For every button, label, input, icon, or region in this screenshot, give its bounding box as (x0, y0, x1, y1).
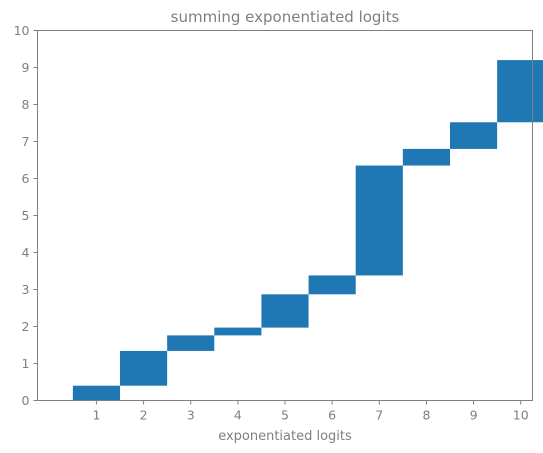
plot-frame (37, 30, 533, 401)
y-tick-label-6: 6 (22, 171, 30, 186)
bar-5 (261, 294, 309, 328)
bar-7 (355, 165, 403, 276)
x-tick-label-4: 4 (234, 408, 242, 423)
y-tick-label-4: 4 (22, 245, 30, 260)
bar-3 (167, 335, 215, 351)
y-tick-label-5: 5 (22, 208, 30, 223)
bar-6 (308, 275, 356, 295)
x-tick-label-2: 2 (140, 408, 148, 423)
bar-4 (214, 327, 262, 336)
x-tick-label-7: 7 (375, 408, 383, 423)
bar-9 (450, 122, 498, 149)
x-tick-label-8: 8 (422, 408, 430, 423)
bar-10 (497, 60, 543, 123)
x-tick-label-6: 6 (328, 408, 336, 423)
bar-8 (402, 148, 450, 166)
x-axis-label: exponentiated logits (218, 429, 352, 444)
x-tick-label-3: 3 (187, 408, 195, 423)
x-tick-label-9: 9 (470, 408, 478, 423)
y-tick-label-7: 7 (22, 134, 30, 149)
y-tick-label-1: 1 (22, 356, 30, 371)
x-tick-label-10: 10 (513, 408, 529, 423)
y-tick-label-3: 3 (22, 282, 30, 297)
x-tick-label-5: 5 (281, 408, 289, 423)
bar-2 (120, 350, 168, 386)
y-tick-label-10: 10 (14, 23, 30, 38)
y-tick-label-0: 0 (22, 393, 30, 408)
x-tick-label-1: 1 (92, 408, 100, 423)
bars-group (72, 60, 543, 401)
bar-1 (72, 385, 120, 401)
y-tick-label-9: 9 (22, 60, 30, 75)
y-tick-label-2: 2 (22, 319, 30, 334)
y-axis: 0 1 2 3 4 5 6 7 8 9 10 (14, 23, 38, 408)
chart-title: summing exponentiated logits (171, 8, 400, 26)
x-axis: 1 2 3 4 5 6 7 8 9 10 (92, 400, 529, 423)
y-tick-label-8: 8 (22, 97, 30, 112)
